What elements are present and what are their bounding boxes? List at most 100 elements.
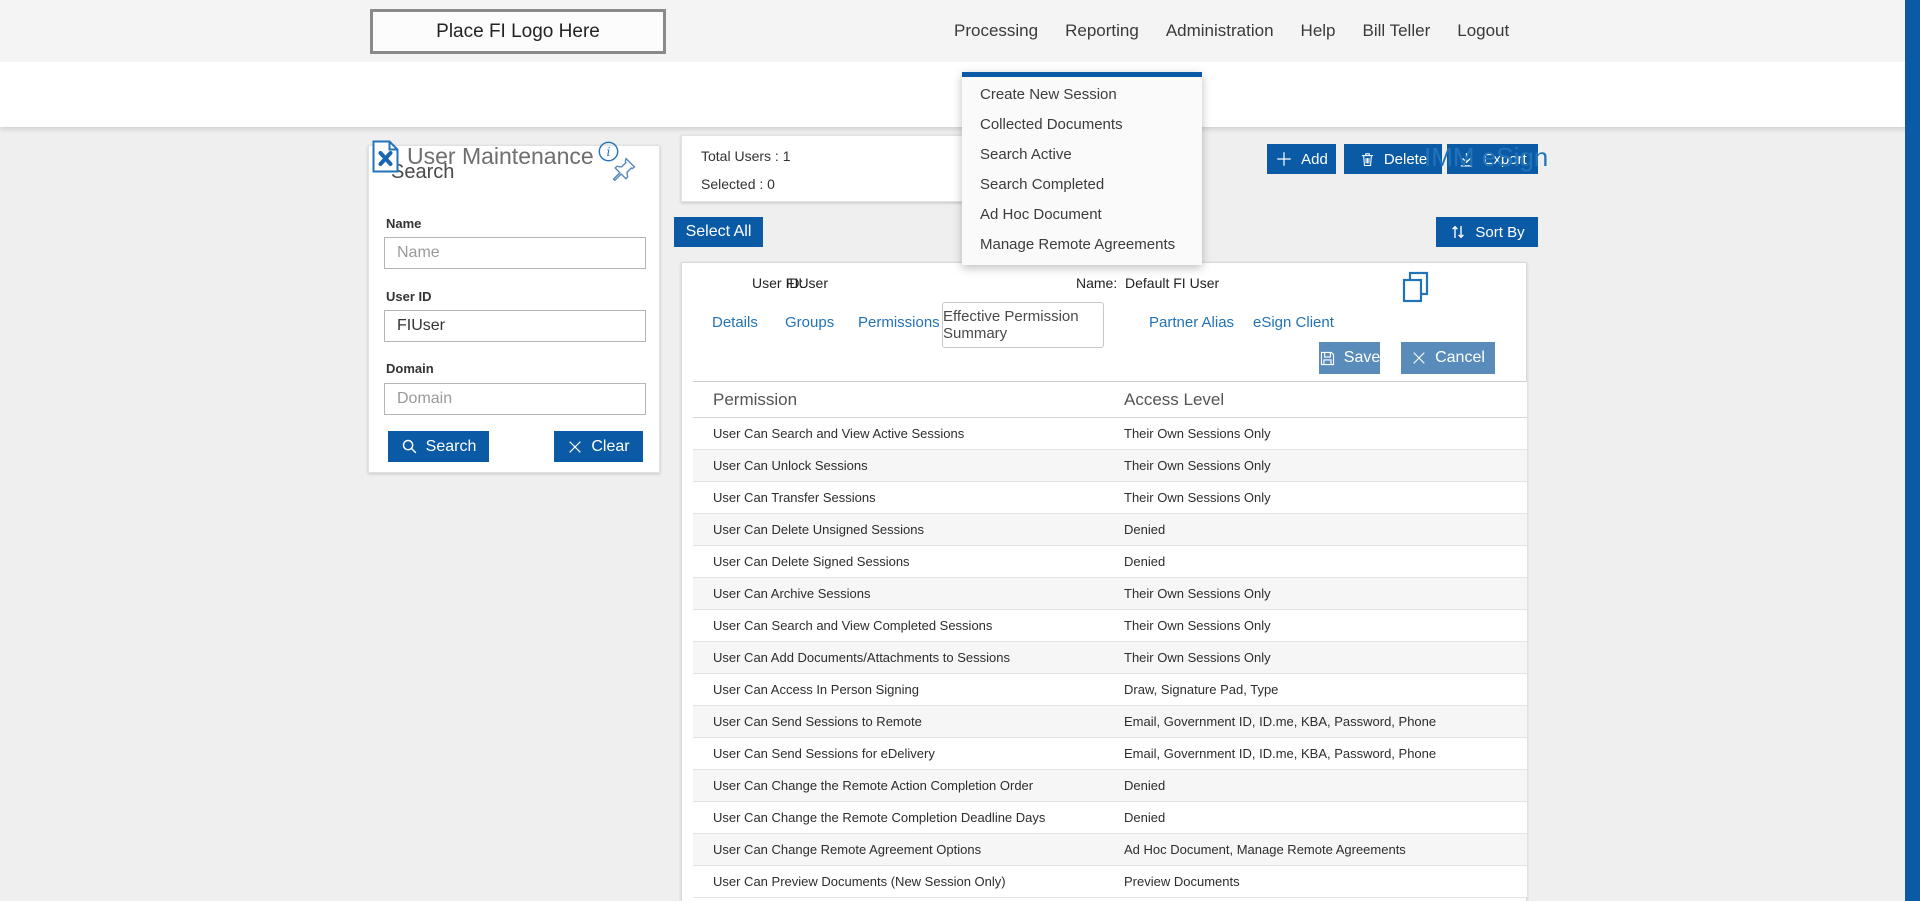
page-title: User Maintenance bbox=[407, 143, 594, 169]
permission-cell: User Can Search and View Completed Sessi… bbox=[713, 618, 993, 633]
trash-icon bbox=[1361, 152, 1373, 166]
permission-cell: User Can Change the Remote Completion De… bbox=[713, 810, 1046, 825]
table-row: User Can Add Documents/Attachments to Se… bbox=[693, 642, 1527, 674]
access-level-cell: Their Own Sessions Only bbox=[1124, 586, 1271, 601]
tab-permissions[interactable]: Permissions bbox=[858, 314, 940, 331]
table-row: User Can Change the Remote Completion De… bbox=[693, 802, 1527, 834]
clear-button-label: Clear bbox=[591, 437, 630, 455]
tab-effective-permission-summary[interactable]: Effective Permission Summary bbox=[942, 302, 1104, 348]
save-button[interactable]: Save bbox=[1319, 342, 1380, 374]
tab-esign-client[interactable]: eSign Client bbox=[1253, 314, 1334, 331]
domain-label: Domain bbox=[386, 361, 434, 376]
access-level-cell: Their Own Sessions Only bbox=[1124, 426, 1271, 441]
export-button-label: Export bbox=[1483, 150, 1527, 168]
access-level-cell: Draw, Signature Pad, Type bbox=[1124, 682, 1279, 697]
permission-cell: User Can Transfer Sessions bbox=[713, 490, 876, 505]
table-row: User Can Change the Remote Action Comple… bbox=[693, 770, 1527, 802]
nav-administration[interactable]: Administration bbox=[1165, 21, 1274, 40]
search-button-label: Search bbox=[425, 437, 477, 455]
access-level-cell: Email, Government ID, ID.me, KBA, Passwo… bbox=[1124, 714, 1437, 729]
name-input[interactable] bbox=[384, 237, 646, 269]
totals-card: Total Users : 1 Selected : 0 bbox=[681, 135, 963, 202]
processing-menu-item[interactable]: Manage Remote Agreements bbox=[980, 236, 1176, 253]
user-detail-panel: User ID: FIUser Name: Default FI User De… bbox=[681, 262, 1527, 901]
table-row: User Can Search and View Active Sessions… bbox=[693, 418, 1527, 450]
search-panel-heading: Search bbox=[391, 161, 455, 183]
user-id-input[interactable] bbox=[384, 310, 646, 342]
user-id-field-label: User ID: bbox=[752, 275, 804, 291]
permissions-table-body: User Can Search and View Active Sessions… bbox=[693, 418, 1527, 898]
processing-menu-item[interactable]: Search Completed bbox=[980, 176, 1105, 193]
tab-partner-alias[interactable]: Partner Alias bbox=[1149, 314, 1235, 331]
processing-menu-item[interactable]: Create New Session bbox=[980, 86, 1117, 103]
save-button-label: Save bbox=[1343, 349, 1381, 366]
export-button[interactable]: Export bbox=[1447, 144, 1538, 174]
copy-icon[interactable] bbox=[1401, 271, 1429, 303]
clear-x-icon bbox=[569, 440, 582, 453]
select-all-label: Select All bbox=[685, 223, 752, 240]
access-level-cell: Denied bbox=[1124, 522, 1166, 537]
user-maintenance-icon bbox=[372, 140, 399, 173]
permission-cell: User Can Add Documents/Attachments to Se… bbox=[713, 650, 1010, 665]
permissions-table-header: Permission Access Level bbox=[693, 382, 1527, 418]
export-download-icon bbox=[1461, 152, 1473, 167]
access-level-cell: Email, Government ID, ID.me, KBA, Passwo… bbox=[1124, 746, 1437, 761]
permission-cell: User Can Preview Documents (New Session … bbox=[713, 874, 1006, 889]
fi-logo-placeholder: Place FI Logo Here bbox=[370, 9, 666, 54]
access-level-cell: Their Own Sessions Only bbox=[1124, 618, 1271, 633]
domain-input[interactable] bbox=[384, 383, 646, 415]
add-plus-icon bbox=[1277, 152, 1291, 166]
pin-icon[interactable] bbox=[609, 156, 637, 184]
save-floppy-icon bbox=[1320, 351, 1334, 365]
cancel-button[interactable]: Cancel bbox=[1401, 342, 1495, 374]
info-icon[interactable]: i bbox=[598, 141, 619, 162]
permission-cell: User Can Change the Remote Action Comple… bbox=[713, 778, 1034, 793]
select-all-button[interactable]: Select All bbox=[674, 217, 763, 247]
nav-logout[interactable]: Logout bbox=[1457, 21, 1510, 40]
nav-reporting[interactable]: Reporting bbox=[1065, 21, 1139, 40]
processing-menu-item[interactable]: Ad Hoc Document bbox=[980, 206, 1102, 223]
table-row: User Can Preview Documents (New Session … bbox=[693, 866, 1527, 898]
title-bar: User Maintenance i IMM eSign bbox=[0, 62, 1920, 173]
tab-details[interactable]: Details bbox=[712, 314, 758, 331]
table-row: User Can Access In Person Signing Draw, … bbox=[693, 674, 1527, 706]
sort-by-label: Sort By bbox=[1475, 223, 1525, 241]
delete-button[interactable]: Delete bbox=[1344, 144, 1442, 174]
scrollbar-strip[interactable] bbox=[1905, 0, 1920, 901]
column-permission: Permission bbox=[713, 389, 798, 409]
permission-cell: User Can Access In Person Signing bbox=[713, 682, 919, 697]
table-row: User Can Unlock Sessions Their Own Sessi… bbox=[693, 450, 1527, 482]
search-button[interactable]: Search bbox=[388, 431, 489, 462]
user-id-label: User ID bbox=[386, 289, 432, 304]
column-access-level: Access Level bbox=[1124, 389, 1225, 409]
processing-menu-item[interactable]: Collected Documents bbox=[980, 116, 1123, 133]
nav-processing[interactable]: Processing bbox=[954, 21, 1039, 40]
permission-cell: User Can Search and View Active Sessions bbox=[713, 426, 965, 441]
processing-dropdown-menu: Create New Session Collected Documents Sea… bbox=[962, 72, 1202, 265]
access-level-cell: Denied bbox=[1124, 810, 1166, 825]
sort-arrows-icon bbox=[1452, 225, 1465, 239]
nav-help[interactable]: Help bbox=[1300, 21, 1336, 40]
sort-by-button[interactable]: Sort By bbox=[1436, 217, 1538, 247]
name-value: Default FI User bbox=[1125, 275, 1220, 291]
table-row: User Can Delete Unsigned Sessions Denied bbox=[693, 514, 1527, 546]
brand-imm-esign: IMM eSign bbox=[1424, 142, 1549, 172]
table-row: User Can Send Sessions for eDelivery Ema… bbox=[693, 738, 1527, 770]
permission-cell: User Can Delete Signed Sessions bbox=[713, 554, 910, 569]
nav-bill-teller[interactable]: Bill Teller bbox=[1362, 21, 1431, 40]
access-level-cell: Denied bbox=[1124, 554, 1166, 569]
tab-groups[interactable]: Groups bbox=[785, 314, 835, 331]
clear-button[interactable]: Clear bbox=[554, 431, 643, 462]
add-button[interactable]: Add bbox=[1267, 144, 1336, 174]
permission-cell: User Can Send Sessions to Remote bbox=[713, 714, 922, 729]
permission-cell: User Can Unlock Sessions bbox=[713, 458, 868, 473]
cancel-button-label: Cancel bbox=[1435, 349, 1485, 366]
access-level-cell: Preview Documents bbox=[1124, 874, 1240, 889]
cancel-x-icon bbox=[1413, 352, 1425, 364]
table-row: User Can Archive Sessions Their Own Sess… bbox=[693, 578, 1527, 610]
permission-cell: User Can Send Sessions for eDelivery bbox=[713, 746, 935, 761]
main-nav: Processing Reporting Administration Help… bbox=[954, 0, 1509, 62]
processing-menu-item[interactable]: Search Active bbox=[980, 146, 1072, 163]
permission-cell: User Can Archive Sessions bbox=[713, 586, 871, 601]
permission-cell: User Can Delete Unsigned Sessions bbox=[713, 522, 924, 537]
